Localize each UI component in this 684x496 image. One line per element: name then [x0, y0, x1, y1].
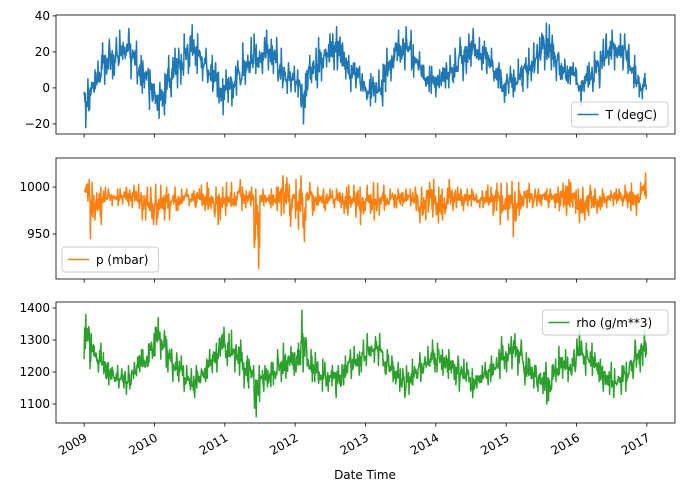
- x-tick-label: 2015: [478, 430, 511, 457]
- legend-box: [571, 101, 669, 128]
- y-tick-label: 1200: [19, 365, 50, 379]
- y-tick-label: 40: [35, 9, 50, 23]
- y-tick-label: 0: [42, 81, 50, 95]
- y-tick-label: 1400: [19, 301, 50, 315]
- legend: p (mbar): [61, 246, 159, 273]
- x-tick-label: 2013: [338, 430, 371, 457]
- subplot-3: 1100 1200 1300 1400 2009 2010 2011 2012 2013 2014…: [19, 301, 676, 458]
- series-line-p: [83, 172, 648, 270]
- legend: T (degC): [571, 101, 669, 128]
- x-tick-label: 2009: [56, 430, 89, 457]
- y-tick-label: 950: [27, 227, 50, 241]
- legend-box: [61, 246, 159, 273]
- legend-label: rho (g/m**3): [576, 316, 652, 330]
- legend-label: p (mbar): [96, 253, 148, 267]
- y-tick-label: 1000: [19, 180, 50, 194]
- subplot-1: −20 0 20 40 T (degC): [25, 9, 676, 138]
- x-tick-label: 2010: [127, 430, 160, 457]
- y-tick-label: 1100: [19, 397, 50, 411]
- x-tick-label: 2011: [197, 430, 230, 457]
- series-line-T: [83, 22, 648, 129]
- legend-box: [541, 309, 669, 336]
- x-tick-label: 2016: [549, 430, 582, 457]
- y-tick-label: −20: [25, 117, 50, 131]
- series-line-rho: [83, 309, 648, 418]
- subplot-2: 950 1000 p (mbar): [19, 157, 676, 283]
- legend-label: T (degC): [605, 108, 658, 122]
- y-tick-label: 1300: [19, 333, 50, 347]
- x-axis-label: Date Time: [334, 468, 396, 482]
- y-tick-label: 20: [35, 45, 50, 59]
- x-tick-label: 2012: [267, 430, 300, 457]
- x-tick-label: 2014: [408, 430, 441, 457]
- legend: rho (g/m**3): [541, 309, 669, 336]
- x-tick-label: 2017: [619, 430, 652, 457]
